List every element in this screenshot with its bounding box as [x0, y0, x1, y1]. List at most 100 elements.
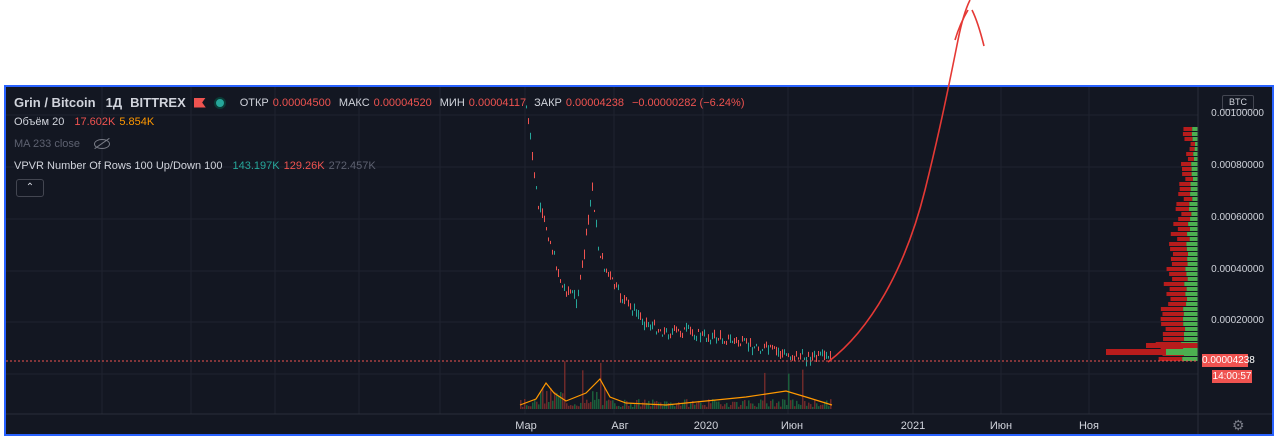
price-candle: [530, 132, 531, 140]
price-candle: [568, 286, 569, 296]
vpvr-bar-down: [1170, 257, 1188, 261]
price-candle: [800, 353, 801, 360]
vpvr-bar-up: [1184, 282, 1198, 286]
vpvr-bar-up: [1187, 262, 1198, 266]
volume-bar: [542, 387, 544, 409]
time-label-3: Июн: [780, 420, 804, 432]
volume-bar: [750, 403, 752, 409]
price-series: [526, 105, 831, 367]
vpvr-bar-up: [1189, 207, 1198, 211]
vpvr-bar-down: [1166, 267, 1186, 271]
volume-bar: [684, 399, 686, 409]
volume-bar: [742, 401, 744, 409]
price-candle: [718, 337, 719, 341]
volume-bar: [822, 404, 824, 409]
price-candle: [724, 341, 725, 344]
price-candle: [552, 249, 553, 255]
price-candle: [798, 357, 799, 360]
volume-bar: [692, 400, 694, 409]
volume-bar: [710, 403, 712, 409]
interval-label[interactable]: 1Д: [105, 95, 123, 110]
vpvr-bar-down: [1160, 307, 1184, 311]
volume-bar: [648, 400, 650, 409]
price-candle: [680, 330, 681, 338]
volume-legend[interactable]: Объём 20 17.602K 5.854K: [14, 116, 154, 128]
vpvr-bar-down: [1168, 302, 1187, 306]
volume-bar: [748, 400, 750, 409]
price-candle: [660, 329, 661, 332]
flag-icon[interactable]: [193, 97, 206, 108]
volume-bar: [740, 404, 742, 409]
price-candle: [804, 357, 805, 361]
vpvr-bar-up: [1195, 142, 1198, 146]
vpvr-bar-down: [1187, 157, 1194, 161]
price-candle: [618, 284, 619, 291]
volume-bar: [574, 404, 576, 409]
volume-bar: [808, 402, 810, 409]
price-candle: [772, 344, 773, 350]
time-label-5: Июн: [989, 420, 1013, 432]
volume-bar: [782, 399, 784, 409]
price-candle: [628, 299, 629, 307]
volume-bar: [784, 399, 786, 409]
vpvr-bar-down: [1178, 217, 1191, 221]
volume-bar: [756, 406, 758, 409]
price-candle: [662, 334, 663, 337]
volume-bar: [760, 399, 762, 409]
chart-window[interactable]: Grin / Bitcoin 1Д BITTREX ОТКР 0.00004500…: [4, 85, 1274, 436]
ma-label: MA 233 close: [14, 138, 81, 150]
volume-bar: [752, 403, 754, 409]
volume-bar: [544, 403, 546, 409]
gear-icon[interactable]: ⚙: [1232, 417, 1245, 433]
volume-bar: [572, 405, 574, 409]
price-candle: [544, 215, 545, 223]
collapse-legend-button[interactable]: ⌃: [16, 179, 44, 197]
volume-bar: [700, 402, 702, 409]
currency-badge[interactable]: BTC: [1222, 95, 1254, 110]
vpvr-histogram: [1106, 127, 1198, 361]
price-candle: [626, 297, 627, 301]
vpvr-bar-down: [1165, 327, 1186, 331]
volume-bar: [796, 400, 798, 409]
price-candle: [732, 340, 733, 344]
vpvr-down-value: 129.26K: [283, 160, 325, 172]
vpvr-bar-up: [1183, 322, 1198, 326]
low-value: 0.00004117: [468, 96, 527, 109]
vpvr-bar-up: [1185, 327, 1198, 331]
price-candle: [702, 331, 703, 336]
price-candle: [540, 202, 541, 213]
price-candle: [548, 237, 549, 242]
price-candle: [554, 250, 555, 255]
vpvr-bar-up: [1187, 277, 1198, 281]
vpvr-legend[interactable]: VPVR Number Of Rows 100 Up/Down 100 143.…: [14, 160, 376, 172]
volume-bar: [786, 404, 788, 409]
volume-bar: [718, 401, 720, 409]
vpvr-bar-up: [1192, 177, 1198, 181]
volume-bar: [728, 406, 730, 409]
volume-bar: [726, 402, 728, 409]
price-candle: [744, 338, 745, 341]
price-candle: [710, 339, 711, 345]
price-candle: [538, 205, 539, 210]
price-candle: [542, 208, 543, 219]
vpvr-bar-up: [1190, 192, 1198, 196]
price-candle: [722, 338, 723, 344]
volume-bar: [702, 405, 704, 409]
high-label: МАКС: [338, 96, 370, 109]
volume-bar: [662, 405, 664, 409]
vpvr-bar-down: [1161, 322, 1184, 326]
chart-plot-area[interactable]: [6, 87, 1272, 434]
price-candle: [598, 246, 599, 251]
volume-bar: [576, 405, 578, 409]
ma-legend[interactable]: MA 233 close: [14, 138, 111, 150]
volume-bar: [704, 404, 706, 409]
volume-bar: [826, 400, 828, 409]
vpvr-bar-down: [1172, 252, 1188, 256]
hidden-eye-icon[interactable]: [94, 139, 111, 149]
volume-bar: [636, 400, 638, 409]
vpvr-bar-up: [1191, 212, 1198, 216]
price-candle: [602, 253, 603, 260]
volume-bar: [778, 401, 780, 409]
vpvr-bar-down: [1179, 182, 1191, 186]
price-candle: [584, 249, 585, 260]
